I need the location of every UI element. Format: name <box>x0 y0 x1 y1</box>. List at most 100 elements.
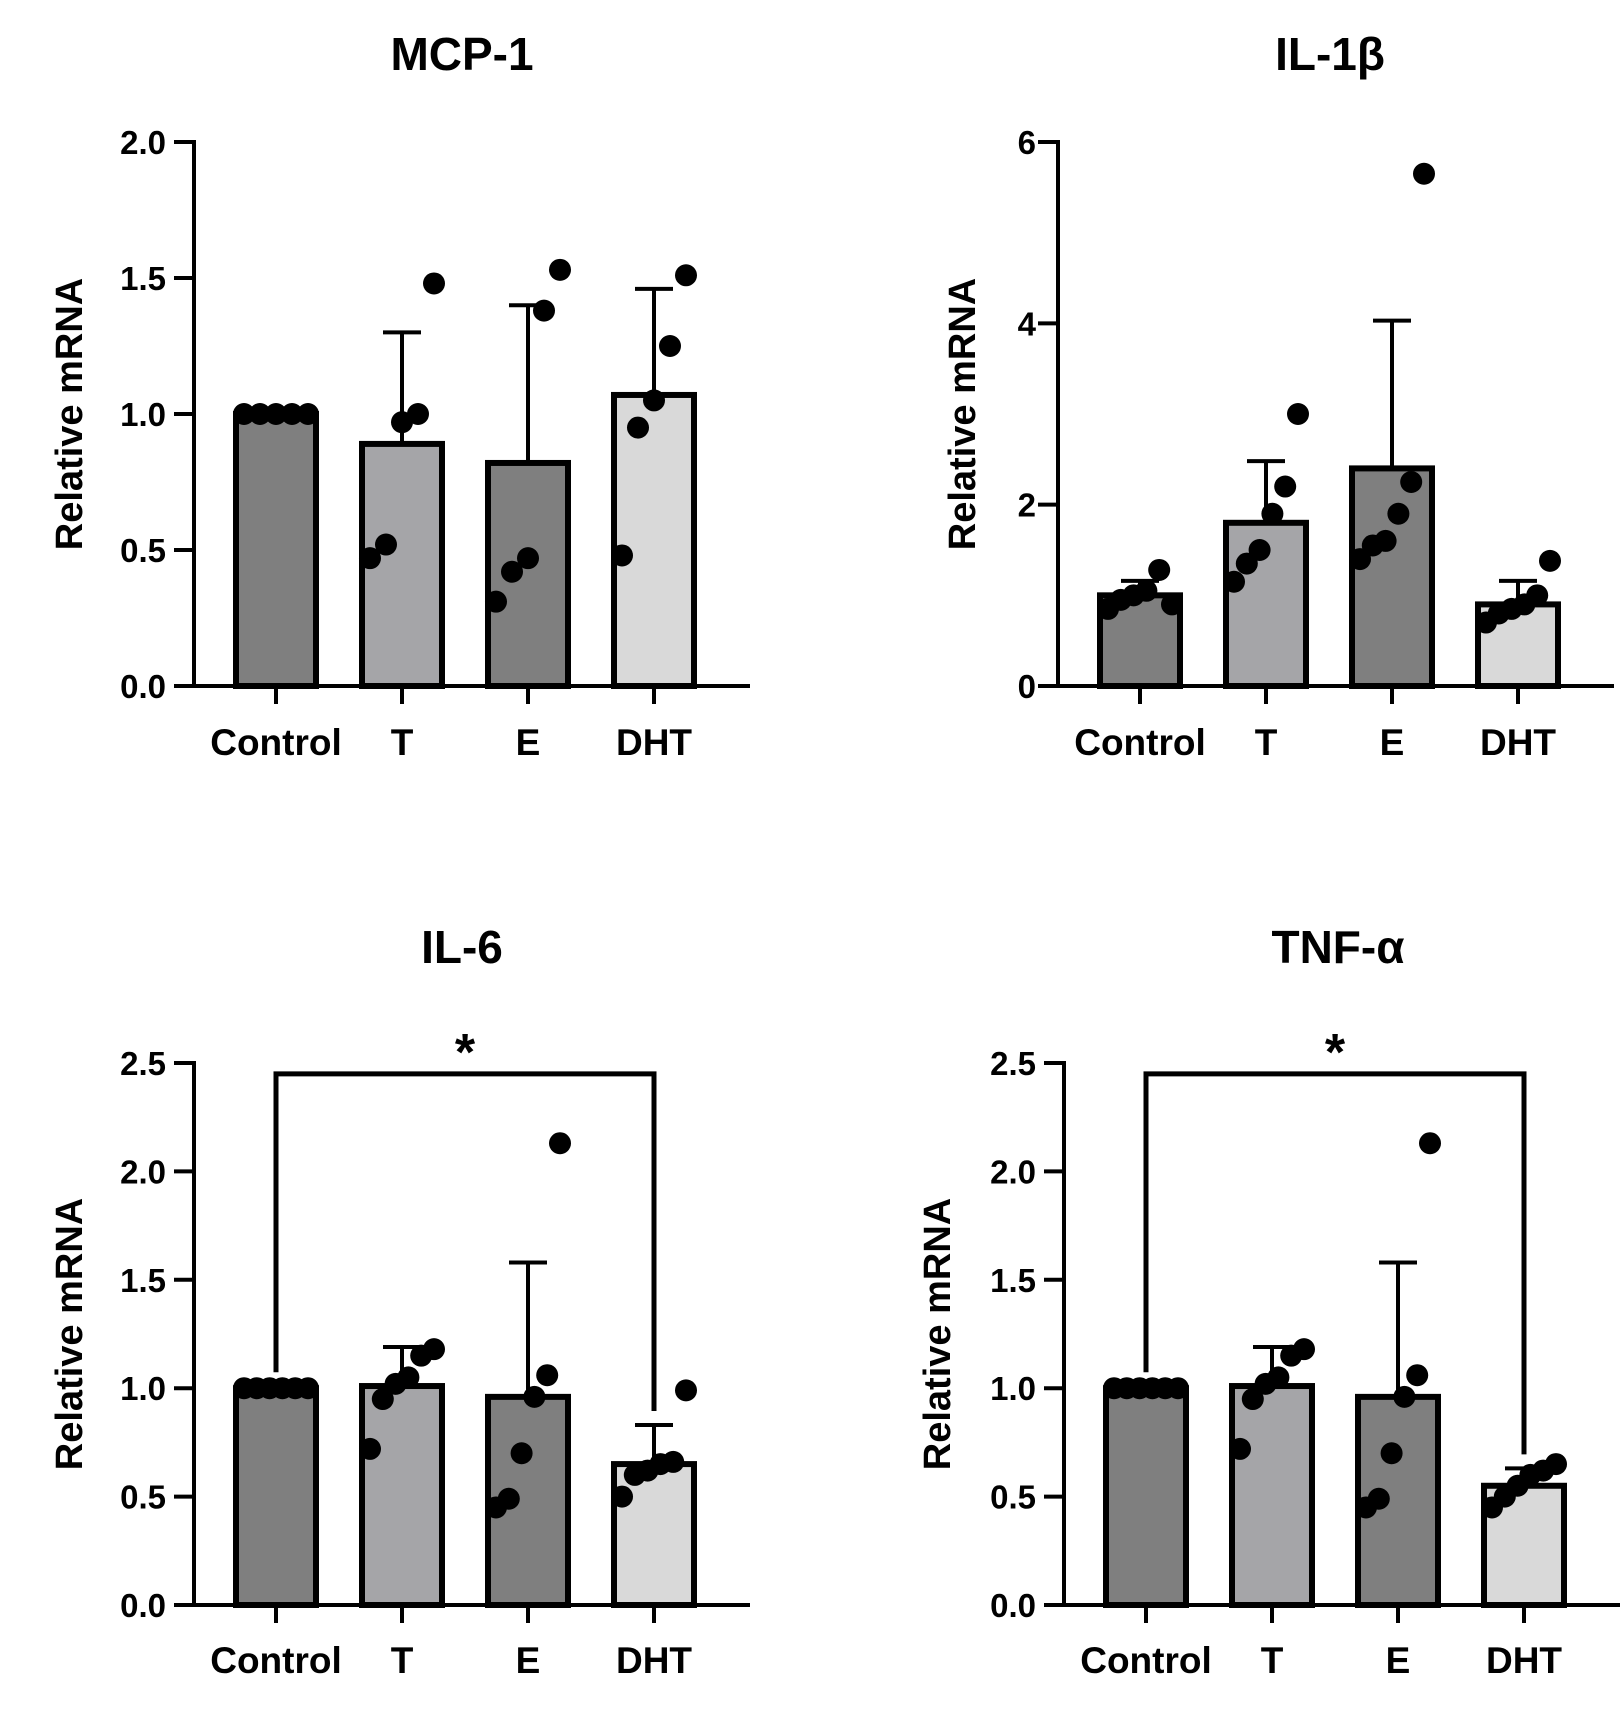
data-point-t <box>1241 1388 1264 1411</box>
y-tick-label: 1.0 <box>120 1370 166 1407</box>
bar-dht <box>611 1461 697 1608</box>
panel-il1b: IL-1β Relative mRNA 0 2 4 6 Control T E DHT <box>942 28 1614 763</box>
data-point-t <box>1287 403 1309 425</box>
x-tick-label: E <box>516 722 541 763</box>
data-point-dht <box>627 416 649 439</box>
data-point-t <box>1223 570 1245 593</box>
data-point-e <box>510 1442 533 1465</box>
x-tick-label: T <box>391 1640 414 1681</box>
data-point-e <box>1413 162 1435 185</box>
y-axis-title: Relative mRNA <box>49 1198 91 1470</box>
significance-bracket <box>273 1071 657 1412</box>
panel-title: MCP-1 <box>390 28 533 80</box>
data-point-t <box>1293 1338 1315 1361</box>
x-tick-label: Control <box>1080 1640 1212 1681</box>
data-point-t <box>371 1388 394 1411</box>
y-tick-label: 2 <box>1018 487 1036 524</box>
data-point-control <box>265 403 287 425</box>
data-point-control <box>233 403 255 425</box>
y-tick-label: 0.5 <box>120 532 166 569</box>
panel-title: IL-6 <box>421 921 503 973</box>
panel-mcp1: MCP-1 Relative mRNA 0.0 0.5 1.0 1.5 2.0 Control… <box>49 28 750 763</box>
data-point-t <box>375 533 397 556</box>
data-point-t <box>1267 1366 1290 1389</box>
x-tick-label: Control <box>1074 722 1206 763</box>
y-tick-label: 2.5 <box>990 1045 1036 1082</box>
data-point-e <box>501 560 523 583</box>
data-point-dht <box>675 264 697 287</box>
y-tick-label: 0.0 <box>120 1587 166 1624</box>
y-axis-title: Relative mRNA <box>942 278 984 550</box>
data-point-e <box>1374 529 1397 552</box>
bar-e <box>485 459 571 689</box>
data-point-e <box>485 590 507 613</box>
x-tick-label: Control <box>210 722 342 763</box>
data-point-dht <box>675 1379 697 1402</box>
data-point-control <box>297 403 319 425</box>
x-tick-label: DHT <box>1486 1640 1562 1681</box>
y-axis-title: Relative mRNA <box>917 1198 959 1470</box>
data-point-dht <box>643 389 665 412</box>
data-point-e <box>497 1487 520 1510</box>
data-point-control <box>1167 1377 1189 1400</box>
bar-dht <box>611 391 697 689</box>
y-tick-label: 0.5 <box>120 1479 166 1516</box>
data-point-dht <box>611 1485 633 1508</box>
data-point-t <box>1248 539 1271 561</box>
x-tick-label: E <box>1380 722 1405 763</box>
data-point-e <box>1400 471 1423 493</box>
data-point-control <box>249 403 271 425</box>
data-point-e <box>517 547 539 570</box>
x-tick-label: DHT <box>1480 722 1556 763</box>
y-tick-label: 1.5 <box>990 1262 1036 1299</box>
x-tick-label: T <box>1261 1640 1284 1681</box>
x-tick-label: T <box>1255 722 1278 763</box>
data-point-control <box>1161 593 1183 616</box>
x-tick-label: Control <box>210 1640 342 1681</box>
data-point-control <box>281 403 303 425</box>
significance-label: * <box>1325 1024 1346 1082</box>
data-point-e <box>536 1364 559 1387</box>
data-point-e <box>1387 502 1410 525</box>
data-point-t <box>359 1437 381 1460</box>
y-tick-label: 0.5 <box>990 1479 1036 1516</box>
data-point-dht <box>1539 549 1561 572</box>
data-point-e <box>549 258 571 281</box>
bar-t <box>1229 1383 1315 1608</box>
bar-t <box>359 1383 445 1608</box>
significance-bracket <box>1143 1071 1527 1455</box>
panel-il6: IL-6 Relative mRNA 0.0 0.5 1.0 1.5 2.0 2.5 Contr… <box>49 921 750 1681</box>
x-tick-label: DHT <box>616 1640 692 1681</box>
y-tick-label: 2.0 <box>120 1153 166 1190</box>
y-tick-label: 0.0 <box>120 668 166 705</box>
data-point-e <box>1393 1385 1416 1408</box>
panel-tnfa: TNF-α Relative mRNA 0.0 0.5 1.0 1.5 2.0 2.5 Cont… <box>917 921 1620 1681</box>
panel-title: TNF-α <box>1271 921 1404 973</box>
y-tick-label: 0.0 <box>990 1587 1036 1624</box>
data-point-control <box>297 1377 319 1400</box>
y-axis-title: Relative mRNA <box>49 278 91 550</box>
bar-control <box>1103 1385 1189 1608</box>
data-point-t <box>1229 1437 1251 1460</box>
y-tick-label: 6 <box>1018 124 1036 161</box>
y-tick-label: 1.0 <box>990 1370 1036 1407</box>
x-tick-label: E <box>1386 1640 1411 1681</box>
data-point-e <box>1419 1132 1441 1155</box>
y-tick-label: 2.5 <box>120 1045 166 1082</box>
data-point-dht <box>662 1450 685 1473</box>
data-point-e <box>549 1132 571 1155</box>
data-point-e <box>523 1385 546 1408</box>
data-point-control <box>1148 558 1171 581</box>
y-tick-label: 1.0 <box>120 396 166 433</box>
data-point-t <box>407 403 429 425</box>
data-point-dht <box>659 335 681 357</box>
y-tick-label: 4 <box>1018 305 1037 342</box>
data-point-control <box>1135 579 1158 602</box>
data-point-t <box>423 272 445 295</box>
y-tick-label: 1.5 <box>120 1262 166 1299</box>
bar-control <box>233 411 319 689</box>
data-point-dht <box>611 544 633 567</box>
y-tick-label: 0 <box>1018 668 1036 705</box>
data-point-t <box>423 1338 445 1361</box>
x-tick-label: DHT <box>616 722 692 763</box>
